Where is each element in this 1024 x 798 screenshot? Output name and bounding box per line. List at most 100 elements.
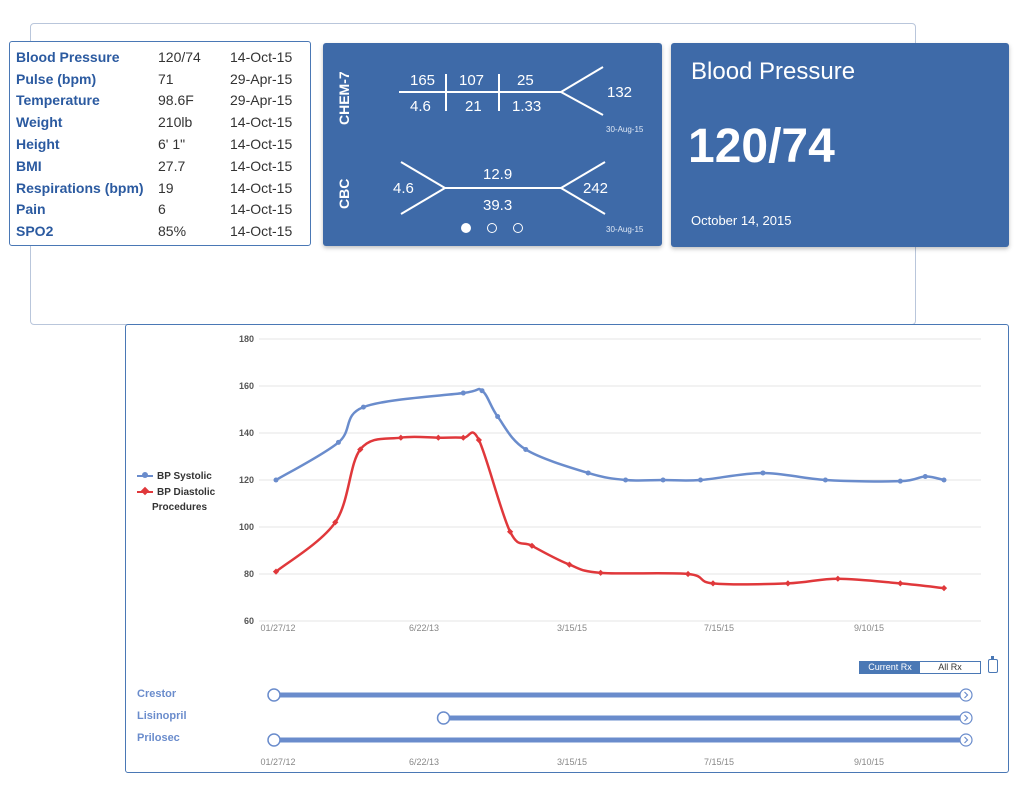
vital-value: 85% [158,223,187,240]
vital-label: Weight [16,114,63,131]
diastolic-point[interactable] [357,446,364,453]
systolic-point[interactable] [623,477,629,483]
vital-label: Pulse (bpm) [16,70,97,87]
systolic-point[interactable] [822,477,828,483]
labs-card[interactable]: CHEM-7 CBC 165 107 25 4.6 21 1.33 132 30… [323,43,662,246]
chevron-right-icon [964,691,969,699]
cbc-label: CBC [336,178,352,209]
labs-diagram [399,66,606,215]
bp-card-title: Blood Pressure [691,58,856,85]
vital-value: 71 [158,70,174,87]
y-tick-label: 140 [239,428,254,438]
current-rx-button[interactable]: Current Rx [860,662,920,673]
y-tick-label: 100 [239,522,254,532]
med-end-arrow-icon[interactable] [959,711,973,725]
med-label-prilosec[interactable]: Prilosec [137,732,180,744]
systolic-point[interactable] [760,470,766,476]
vital-value: 98.6F [158,92,194,109]
diastolic-point[interactable] [684,570,692,578]
chem7-date: 30-Aug-15 [606,125,644,134]
legend-procedures[interactable]: Procedures [152,502,208,513]
all-rx-button[interactable]: All Rx [920,662,980,673]
vital-date: 14-Oct-15 [230,136,293,153]
chem7-value: 132 [607,84,633,101]
x-tick-label: 6/22/13 [409,623,439,633]
systolic-point[interactable] [360,404,366,410]
diastolic-point[interactable] [435,434,442,441]
y-tick-label: 60 [244,616,254,626]
vital-date: 14-Oct-15 [230,157,293,174]
chart-legend: BP Systolic BP Diastolic Procedures [137,468,215,516]
vital-row[interactable]: Pulse (bpm) 71 29-Apr-15 [16,68,304,90]
diastolic-point[interactable] [597,569,604,576]
chem7-branch [560,91,604,116]
diastolic-point[interactable] [940,584,948,592]
y-tick-label: 180 [239,334,254,344]
pager-dot[interactable] [461,223,471,233]
diastolic-point[interactable] [784,580,792,587]
bp-card-date: October 14, 2015 [691,213,792,228]
systolic-point[interactable] [941,477,947,483]
diastolic-point[interactable] [272,568,280,575]
systolic-point[interactable] [922,473,928,479]
vital-row[interactable]: Height 6' 1" 14-Oct-15 [16,133,304,155]
vital-row[interactable]: Temperature 98.6F 29-Apr-15 [16,90,304,112]
cbc-value: 242 [583,180,609,197]
med-end-arrow-icon[interactable] [959,688,973,702]
chem7-value: 25 [517,72,534,89]
diastolic-point[interactable] [834,575,841,582]
vital-date: 29-Apr-15 [230,92,293,109]
series-line-systolic[interactable] [275,387,945,483]
clipboard-icon[interactable] [988,656,998,673]
cbc-value: 12.9 [483,166,513,183]
systolic-point[interactable] [460,390,466,396]
vital-row[interactable]: Weight 210lb 14-Oct-15 [16,111,304,133]
vital-value: 210lb [158,114,193,131]
bp-chart-panel: 60 80 100 120 140 160 180 01/27/12 01/27/12 6/22/… [125,324,1009,773]
med-start-handle[interactable] [436,711,451,725]
med-label-lisinopril[interactable]: Lisinopril [137,710,187,722]
x-tick-label: 7/15/15 [704,623,734,633]
vital-row[interactable]: Blood Pressure 120/74 14-Oct-15 [16,46,304,68]
vital-row[interactable]: Pain 6 14-Oct-15 [16,199,304,221]
legend-systolic[interactable]: BP Systolic [137,468,215,484]
legend-diastolic[interactable]: BP Diastolic [137,484,215,500]
systolic-point[interactable] [897,478,903,484]
vital-date: 14-Oct-15 [230,223,293,240]
series-line-diastolic[interactable] [275,431,945,590]
diastolic-point[interactable] [397,434,404,441]
systolic-point[interactable] [523,446,529,452]
diastolic-point[interactable] [709,580,717,587]
x-tick-label: 7/15/15 [704,757,734,767]
vital-date: 14-Oct-15 [230,48,293,65]
med-label-crestor[interactable]: Crestor [137,688,177,700]
vital-value: 27.7 [158,157,186,174]
vitals-panel: Blood Pressure 120/74 14-Oct-15 Pulse (bpm)… [9,41,311,246]
systolic-point[interactable] [698,477,704,483]
vital-row[interactable]: BMI 27.7 14-Oct-15 [16,155,304,177]
diastolic-point[interactable] [897,580,904,587]
systolic-point[interactable] [660,477,666,483]
systolic-point[interactable] [495,414,501,420]
rx-toggle[interactable]: Current Rx All Rx [859,661,981,674]
vital-label: Height [16,136,60,153]
med-start-handle[interactable] [267,688,281,702]
systolic-point[interactable] [335,439,341,445]
pager-dot[interactable] [487,223,497,233]
systolic-point[interactable] [273,477,279,483]
cbc-branch [400,161,446,189]
systolic-point[interactable] [585,470,591,476]
vital-label: Respirations (bpm) [16,179,144,196]
vital-value: 19 [158,179,174,196]
med-start-handle[interactable] [267,733,281,747]
diastolic-point[interactable] [460,434,467,441]
pager-dot[interactable] [513,223,523,233]
vital-label: Temperature [16,92,100,109]
x-tick-label: 3/15/15 [557,757,587,767]
blood-pressure-card[interactable]: Blood Pressure 120/74 October 14, 2015 [671,43,1009,247]
vital-row[interactable]: SPO2 85% 14-Oct-15 [16,220,304,242]
systolic-point[interactable] [479,388,485,394]
vital-label: BMI [16,157,42,174]
vital-row[interactable]: Respirations (bpm) 19 14-Oct-15 [16,177,304,199]
med-end-arrow-icon[interactable] [959,733,973,747]
